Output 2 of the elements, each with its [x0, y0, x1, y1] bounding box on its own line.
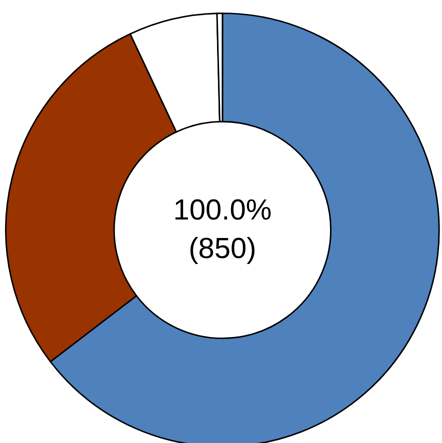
text: 100.0%: [173, 194, 272, 226]
text: (850): [188, 233, 256, 265]
